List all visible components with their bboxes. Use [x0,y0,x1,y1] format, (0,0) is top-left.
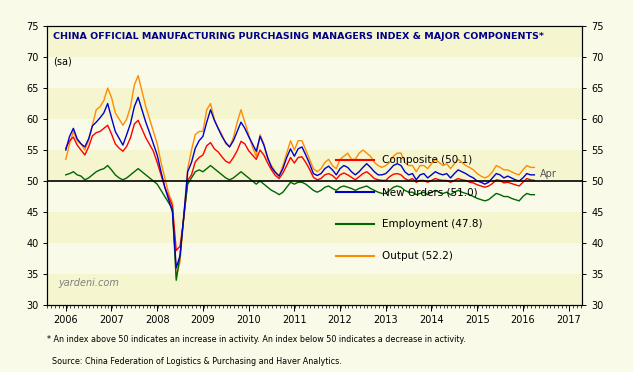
Text: (sa): (sa) [53,57,72,67]
Bar [47,274,582,305]
Text: Composite (50.1): Composite (50.1) [382,155,472,165]
Text: New Orders (51.0): New Orders (51.0) [382,187,477,197]
Bar [47,119,582,150]
Bar [47,243,582,274]
Bar [47,212,582,243]
Text: Employment (47.8): Employment (47.8) [382,219,482,229]
Bar [47,150,582,181]
Text: CHINA OFFICIAL MANUFACTURING PURCHASING MANAGERS INDEX & MAJOR COMPONENTS*: CHINA OFFICIAL MANUFACTURING PURCHASING … [53,32,544,41]
Text: yardeni.com: yardeni.com [58,278,119,288]
Text: * An index above 50 indicates an increase in activity. An index below 50 indicat: * An index above 50 indicates an increas… [47,335,466,344]
Bar [47,57,582,88]
Bar [47,181,582,212]
Bar [47,88,582,119]
Text: Apr: Apr [540,169,556,179]
Text: Source: China Federation of Logistics & Purchasing and Haver Analytics.: Source: China Federation of Logistics & … [47,357,342,366]
Bar [47,26,582,57]
Text: Output (52.2): Output (52.2) [382,251,453,261]
